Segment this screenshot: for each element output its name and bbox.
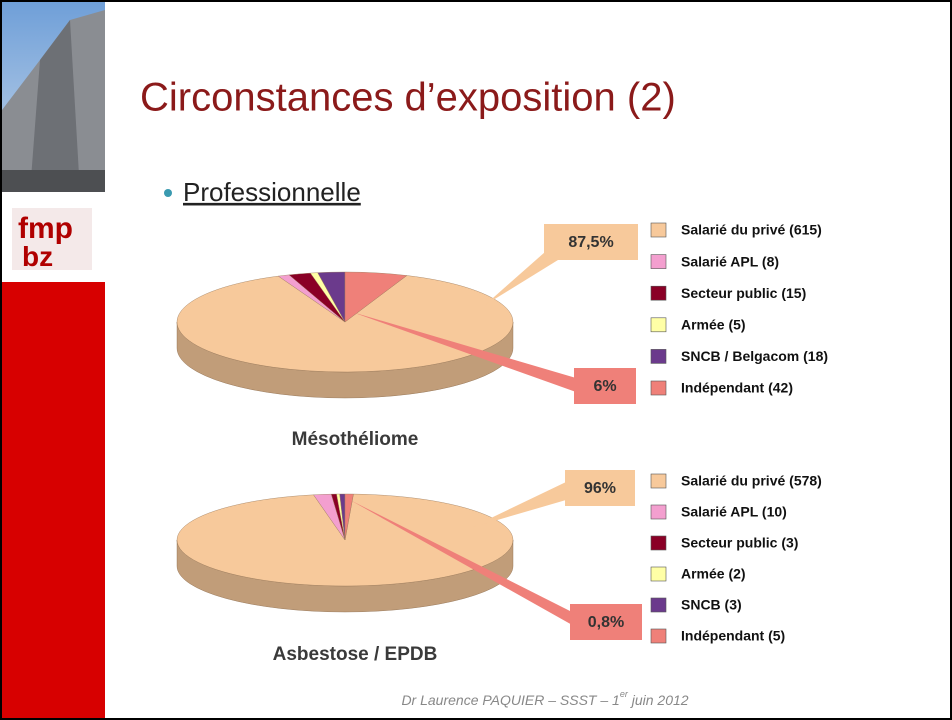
legend-swatch <box>651 381 666 395</box>
chart-title: Mésothéliome <box>292 429 419 450</box>
legend-label: Salarié APL (8) <box>681 253 779 269</box>
legend-label: SNCB / Belgacom (18) <box>681 348 828 364</box>
footer: Dr Laurence PAQUIER – SSST – 1er juin 20… <box>401 689 688 707</box>
slide-title: Circonstances d’exposition (2) <box>140 76 676 120</box>
legend-label: Armée (2) <box>681 566 746 582</box>
legend-label: Secteur public (15) <box>681 285 806 301</box>
sidebar: fmp bz <box>2 2 105 718</box>
data-label: 87,5% <box>568 234 613 251</box>
legend-label: Salarié du privé (578) <box>681 473 822 489</box>
data-label: 0,8% <box>588 614 624 631</box>
slide: fmp bz Circonstances d’exposition (2) Pr… <box>0 0 952 720</box>
legend-swatch <box>651 255 666 269</box>
chart-title: Asbestose / EPDB <box>273 644 438 665</box>
sidebar-band <box>2 282 105 718</box>
pie <box>177 272 513 398</box>
legend-swatch <box>651 629 666 643</box>
legend-swatch <box>651 505 666 519</box>
logo-text: bz <box>22 241 53 272</box>
legend-swatch <box>651 223 666 237</box>
legend-swatch <box>651 286 666 300</box>
legend-label: Indépendant (5) <box>681 628 785 644</box>
footer-text: juin 2012 <box>628 692 689 708</box>
legend-swatch <box>651 474 666 488</box>
street <box>2 170 105 192</box>
bullet-dot <box>164 189 172 197</box>
legend-swatch <box>651 318 666 332</box>
data-label: 96% <box>584 480 616 497</box>
legend-label: Salarié du privé (615) <box>681 222 822 238</box>
legend-swatch <box>651 349 666 363</box>
legend-label: Salarié APL (10) <box>681 504 787 520</box>
legend-swatch <box>651 536 666 550</box>
legend-label: Indépendant (42) <box>681 380 793 396</box>
legend-label: SNCB (3) <box>681 597 742 613</box>
legend-swatch <box>651 598 666 612</box>
legend-label: Secteur public (3) <box>681 535 798 551</box>
pie <box>177 494 513 612</box>
bullet-text: Professionnelle <box>183 177 361 207</box>
footer-text: Dr Laurence PAQUIER – SSST – 1 <box>401 692 619 708</box>
legend-swatch <box>651 567 666 581</box>
legend-label: Armée (5) <box>681 317 746 333</box>
data-label: 6% <box>593 378 616 395</box>
